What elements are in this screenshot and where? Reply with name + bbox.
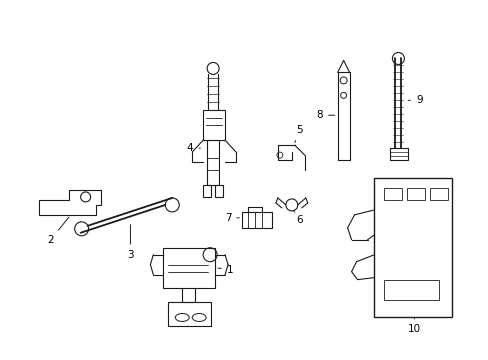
Text: 10: 10 — [407, 318, 420, 334]
Text: 7: 7 — [224, 213, 239, 223]
Bar — [384, 188, 402, 200]
Text: 5: 5 — [294, 125, 303, 143]
Text: 2: 2 — [47, 217, 69, 245]
Text: 9: 9 — [407, 95, 422, 105]
Bar — [374, 178, 451, 318]
Text: 8: 8 — [316, 110, 334, 120]
Text: 6: 6 — [293, 211, 303, 225]
Bar — [163, 248, 215, 288]
Bar — [215, 185, 223, 197]
Bar — [389, 148, 407, 160]
Text: 1: 1 — [218, 265, 233, 275]
Bar — [168, 302, 211, 327]
Bar — [203, 110, 224, 140]
Text: 3: 3 — [127, 225, 134, 260]
Bar — [242, 212, 271, 228]
Text: 4: 4 — [186, 143, 200, 153]
Bar — [203, 185, 211, 197]
Bar — [429, 188, 447, 200]
Bar — [384, 280, 438, 300]
Bar — [407, 188, 425, 200]
Bar — [207, 140, 219, 185]
